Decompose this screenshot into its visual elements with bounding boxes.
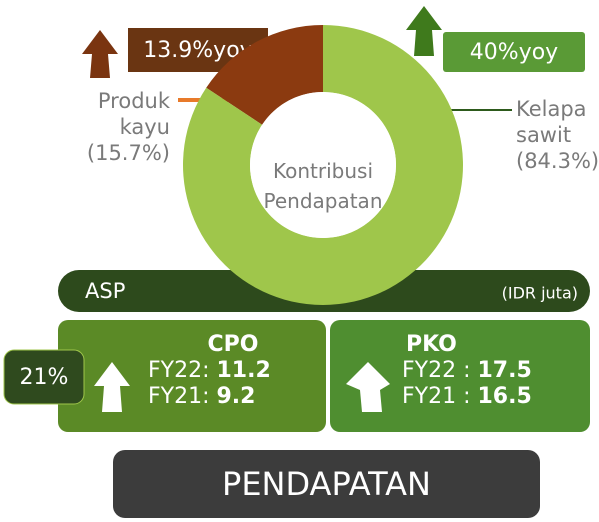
panel-row: FY22: 11.2 (148, 358, 318, 384)
pko-panel-bg (330, 320, 590, 432)
row-label: FY21 : (402, 384, 471, 409)
center-label: Kontribusi Pendapatan (263, 159, 383, 213)
asp-unit: (IDR juta) (502, 284, 578, 303)
arrow-up (346, 362, 390, 412)
slice (206, 25, 323, 125)
arrow-up (406, 6, 442, 56)
donut-hole (250, 92, 396, 238)
slice (183, 25, 464, 306)
footer: PENDAPATAN (222, 465, 431, 503)
annotation: 40%yoy (470, 40, 558, 65)
cpo-panel: CPO FY22: 11.2 FY21: 9.2 (148, 332, 318, 410)
row-label: FY22: (148, 358, 210, 383)
panel-title: PKO (406, 332, 457, 357)
panel-title: CPO (207, 332, 259, 357)
badge: 21% (19, 364, 69, 390)
row-label: FY21: (148, 384, 210, 409)
value-label: (84.3%) (516, 149, 599, 173)
arrow-up (94, 362, 130, 412)
row-value: 17.5 (477, 358, 532, 383)
value-label: (15.7%) (86, 141, 170, 165)
annotation-bg (443, 32, 585, 72)
panel-row: FY22 : 17.5 (402, 358, 582, 384)
cpo-panel-bg (58, 320, 326, 432)
category-label: Kelapa sawit (516, 97, 587, 147)
footer-bg (113, 450, 540, 518)
category-label: Produk kayu (97, 89, 170, 139)
row-value: 11.2 (216, 358, 271, 383)
row-value: 16.5 (477, 384, 532, 409)
asp-title: ASP (85, 279, 125, 303)
panel-row: FY21 : 16.5 (402, 384, 582, 410)
row-label: FY22 : (402, 358, 471, 383)
pko-panel: PKO FY22 : 17.5 FY21 : 16.5 (402, 332, 582, 410)
panel-row: FY21: 9.2 (148, 384, 318, 410)
badge-bg (3, 349, 85, 405)
arrow-up (82, 30, 118, 78)
row-value: 9.2 (216, 384, 256, 409)
